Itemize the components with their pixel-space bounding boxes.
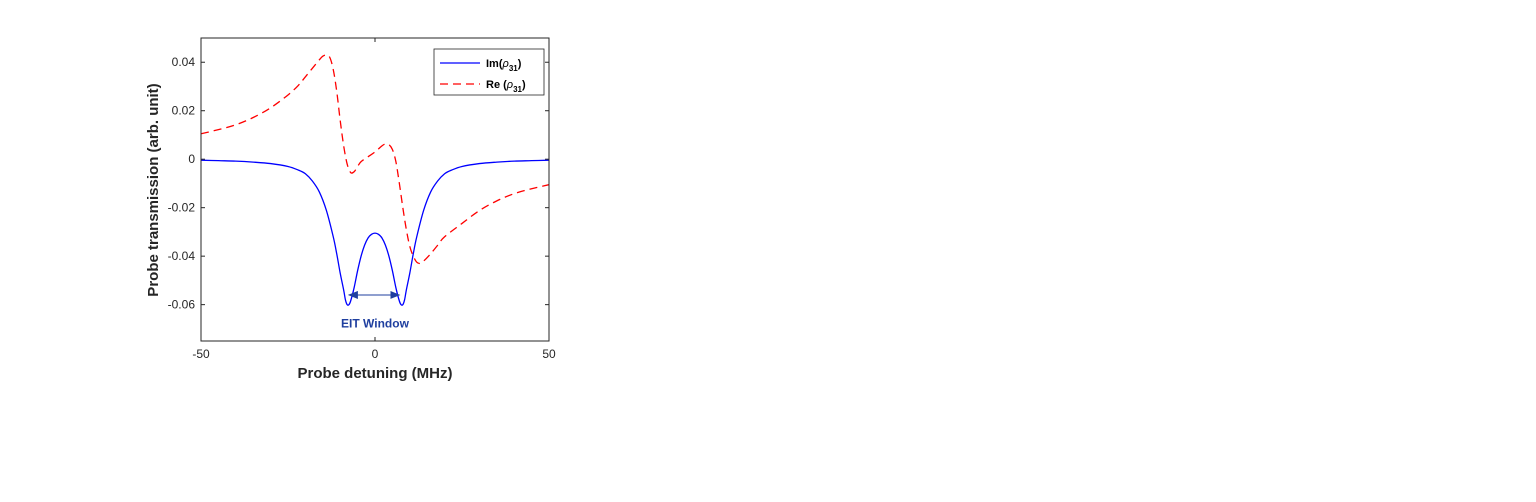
annotation-layer: EIT Window <box>341 290 410 331</box>
y-tick-label: 0.04 <box>172 55 196 69</box>
tick-layer: -50 0 50 0.04 0.02 0 -0.02 -0.04 -0.06 <box>168 38 556 361</box>
im-rho31-line <box>201 159 549 306</box>
legend-box <box>433 48 545 96</box>
re-rho31-line <box>201 54 549 265</box>
y-tick-label: -0.06 <box>168 298 196 312</box>
y-tick-label: -0.02 <box>168 201 196 215</box>
legend-label: Re (ρ31) <box>486 79 526 94</box>
x-tick-label: 50 <box>542 347 556 361</box>
legend-label: Im(ρ31) <box>486 58 522 73</box>
x-tick-label: -50 <box>192 347 210 361</box>
legend: Im(ρ31) Re (ρ31) <box>433 48 545 96</box>
x-axis-label: Probe detuning (MHz) <box>298 365 453 382</box>
y-tick-label: -0.04 <box>168 249 196 263</box>
x-tick-label: 0 <box>372 347 379 361</box>
series-layer <box>201 54 549 306</box>
eit-window-label: EIT Window <box>341 317 410 331</box>
y-axis-label: Probe transmission (arb. unit) <box>145 83 162 296</box>
y-tick-label: 0 <box>188 152 195 166</box>
y-tick-label: 0.02 <box>172 104 196 118</box>
